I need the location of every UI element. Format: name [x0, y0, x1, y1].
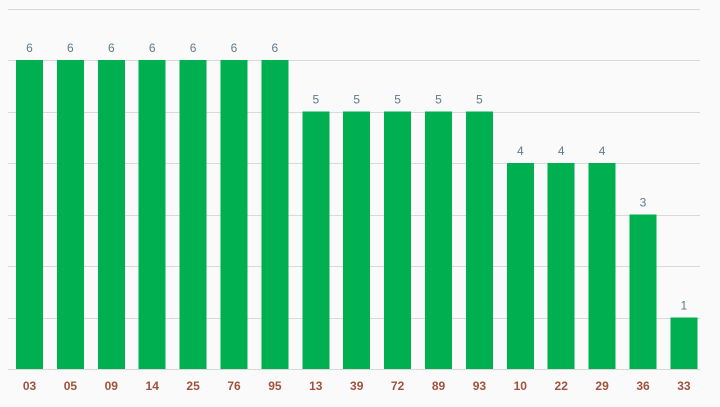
- x-tick-label-33: 33: [677, 379, 691, 393]
- x-tick-label-72: 72: [391, 379, 405, 393]
- bar-10[interactable]: [506, 163, 534, 369]
- x-tick-label-22: 22: [555, 379, 569, 393]
- value-label-03: 6: [26, 41, 33, 55]
- value-label-25: 6: [190, 41, 197, 55]
- x-axis-tick-labels: 03 05 09 14 25 76 95 13 39 72 89 93 10 22 29 36 33: [23, 379, 691, 393]
- bar-29[interactable]: [588, 163, 616, 369]
- value-label-89: 5: [435, 93, 442, 107]
- bar-25[interactable]: [179, 60, 207, 369]
- value-label-14: 6: [149, 41, 156, 55]
- value-label-13: 5: [312, 93, 319, 107]
- bar-layer: [16, 60, 698, 370]
- value-label-10: 4: [517, 144, 524, 158]
- bar-36[interactable]: [629, 214, 657, 370]
- value-label-05: 6: [67, 41, 74, 55]
- x-tick-label-14: 14: [146, 379, 160, 393]
- value-label-layer: 6 6 6 6 6 6 6 5 5 5 5 5 4 4 4 3 1: [26, 41, 687, 313]
- value-label-39: 5: [353, 93, 360, 107]
- value-label-72: 5: [394, 93, 401, 107]
- bar-03[interactable]: [16, 60, 43, 369]
- x-tick-label-89: 89: [432, 379, 446, 393]
- value-label-09: 6: [108, 41, 115, 55]
- bar-05[interactable]: [56, 60, 84, 369]
- x-tick-label-05: 05: [64, 379, 78, 393]
- bar-39[interactable]: [343, 111, 371, 370]
- value-label-95: 6: [272, 41, 279, 55]
- value-label-36: 3: [640, 196, 647, 210]
- bar-22[interactable]: [547, 163, 575, 369]
- x-tick-label-13: 13: [309, 379, 323, 393]
- x-tick-label-09: 09: [105, 379, 119, 393]
- bar-95[interactable]: [261, 60, 289, 369]
- bar-14[interactable]: [138, 60, 166, 369]
- value-label-22: 4: [558, 144, 565, 158]
- bar-72[interactable]: [384, 111, 412, 370]
- x-tick-label-95: 95: [268, 379, 282, 393]
- bar-09[interactable]: [97, 60, 125, 369]
- value-label-93: 5: [476, 93, 483, 107]
- value-label-76: 6: [231, 41, 238, 55]
- x-tick-label-03: 03: [23, 379, 37, 393]
- x-tick-label-76: 76: [227, 379, 241, 393]
- x-tick-label-10: 10: [514, 379, 528, 393]
- x-tick-label-29: 29: [595, 379, 609, 393]
- bar-93[interactable]: [465, 111, 493, 370]
- bar-89[interactable]: [425, 111, 452, 370]
- x-tick-label-39: 39: [350, 379, 364, 393]
- bar-76[interactable]: [220, 60, 248, 369]
- value-label-29: 4: [599, 144, 606, 158]
- bar-13[interactable]: [302, 111, 330, 370]
- value-label-33: 1: [681, 299, 688, 313]
- x-tick-label-36: 36: [636, 379, 650, 393]
- x-tick-label-25: 25: [186, 379, 200, 393]
- bar-33[interactable]: [670, 317, 698, 370]
- x-tick-label-93: 93: [473, 379, 487, 393]
